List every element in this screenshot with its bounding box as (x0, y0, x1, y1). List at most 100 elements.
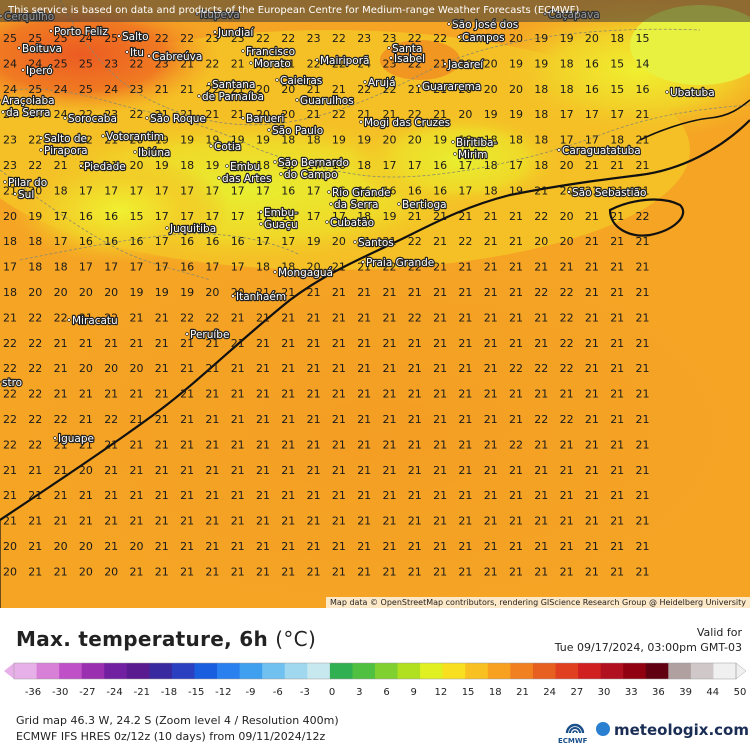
place-marker (53, 436, 57, 440)
grid-value: 21 (332, 83, 346, 96)
place-label: Sorocaba (68, 113, 117, 125)
grid-value: 25 (3, 32, 17, 45)
grid-value: 21 (458, 413, 472, 426)
grid-value: 21 (256, 311, 270, 324)
grid-value: 17 (231, 261, 245, 274)
grid-value: 21 (104, 464, 118, 477)
color-scale-bar (4, 662, 747, 680)
grid-value: 19 (231, 134, 245, 147)
place-label: do Campo (284, 169, 338, 181)
grid-value: 21 (509, 413, 523, 426)
grid-value: 21 (636, 311, 650, 324)
grid-value: 21 (585, 515, 599, 528)
place-label: Biritiba- (456, 137, 497, 149)
place-marker (389, 56, 393, 60)
grid-value: 21 (383, 464, 397, 477)
scale-tick-label: -6 (272, 687, 283, 698)
place-marker (185, 332, 189, 336)
place-label: Sul (18, 189, 34, 201)
grid-value: 21 (610, 464, 624, 477)
place-label: Campos (462, 32, 505, 44)
grid-value: 17 (130, 261, 144, 274)
grid-value: 19 (155, 134, 169, 147)
grid-value: 17 (155, 261, 169, 274)
grid-value: 21 (281, 464, 295, 477)
grid-value: 21 (408, 515, 422, 528)
grid-value: 21 (155, 540, 169, 553)
grid-value: 19 (28, 210, 42, 223)
place-label: Santos (358, 237, 394, 249)
grid-value: 22 (3, 438, 17, 451)
meteologix-brand[interactable]: meteologix.com (598, 721, 749, 739)
grid-value: 21 (155, 413, 169, 426)
grid-value: 21 (585, 311, 599, 324)
grid-value: 23 (104, 57, 118, 70)
grid-value: 21 (79, 413, 93, 426)
map-attribution: Map data © OpenStreetMap contributors, r… (326, 597, 750, 608)
scale-swatch (14, 663, 38, 679)
grid-value: 21 (130, 337, 144, 350)
grid-value: 20 (484, 83, 498, 96)
place-label: Ubatuba (670, 87, 715, 99)
grid-value: 21 (484, 362, 498, 375)
grid-value: 22 (256, 57, 270, 70)
grid-value: 22 (408, 57, 422, 70)
place-marker (241, 116, 245, 120)
place-marker (325, 220, 329, 224)
grid-value: 17 (180, 210, 194, 223)
grid-value: 21 (54, 464, 68, 477)
grid-value: 18 (332, 159, 346, 172)
grid-value: 22 (408, 108, 422, 121)
grid-value: 17 (560, 108, 574, 121)
grid-value: 21 (383, 108, 397, 121)
place-label: Mongaguá (278, 267, 333, 279)
temperature-map[interactable]: 25 25 25 24 25 23 22 22 23 23 22 22 23 22 23 23 22 22 21 21… (0, 0, 750, 608)
place-marker (279, 172, 283, 176)
grid-value: 20 (332, 235, 346, 248)
grid-value: 21 (256, 540, 270, 553)
grid-value: 21 (534, 337, 548, 350)
grid-value: 22 (383, 261, 397, 274)
place-label: Arujá (368, 77, 396, 89)
grid-value: 21 (180, 388, 194, 401)
grid-value: 21 (307, 337, 321, 350)
grid-value: 21 (560, 388, 574, 401)
scale-swatch (442, 663, 466, 679)
grid-value: 21 (534, 540, 548, 553)
grid-value: 18 (357, 210, 371, 223)
place-marker (241, 49, 245, 53)
grid-value: 20 (104, 565, 118, 578)
grid-value: 21 (585, 159, 599, 172)
grid-value: 21 (433, 337, 447, 350)
grid-value: 17 (155, 184, 169, 197)
grid-value: 21 (155, 438, 169, 451)
grid-value: 21 (408, 413, 422, 426)
grid-value: 21 (307, 464, 321, 477)
grid-value: 23 (3, 159, 17, 172)
grid-value: 21 (332, 438, 346, 451)
grid-value: 16 (383, 184, 397, 197)
grid-value: 17 (205, 261, 219, 274)
grid-value: 21 (458, 388, 472, 401)
grid-value: 22 (28, 388, 42, 401)
grid-value: 23 (130, 83, 144, 96)
grid-value: 22 (28, 413, 42, 426)
grid-value: 20 (408, 134, 422, 147)
place-marker (447, 22, 451, 26)
scale-swatch (36, 663, 60, 679)
grid-value: 24 (54, 83, 68, 96)
scale-tick-label: -15 (187, 687, 205, 698)
grid-value: 22 (28, 362, 42, 375)
place-label: Araçoiaba (2, 95, 55, 107)
place-label: Cotia (214, 141, 241, 153)
scale-swatch (645, 663, 669, 679)
grid-value: 25 (54, 32, 68, 45)
grid-value: 21 (205, 388, 219, 401)
place-label: Rio Grande (332, 187, 391, 199)
grid-value: 22 (383, 83, 397, 96)
grid-value: 21 (610, 184, 624, 197)
grid-value: 21 (383, 311, 397, 324)
scale-min-arrow (4, 663, 14, 679)
grid-value: 17 (155, 235, 169, 248)
place-label: Boituva (22, 43, 62, 55)
